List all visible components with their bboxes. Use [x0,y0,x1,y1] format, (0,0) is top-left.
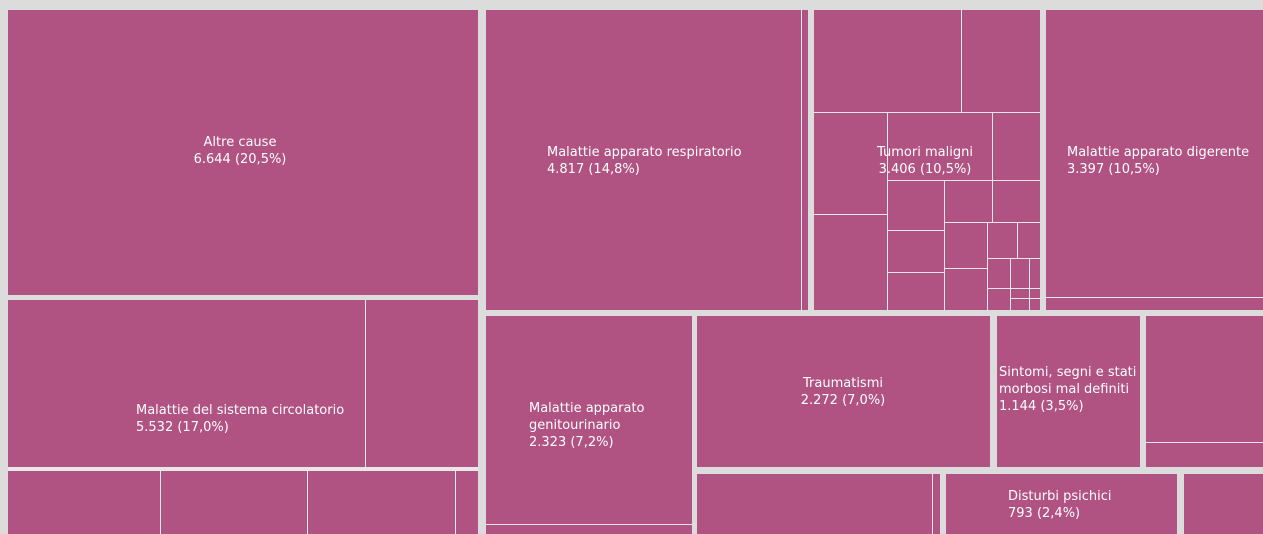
tile-divider [1017,222,1018,258]
tile-divider [814,214,887,215]
tile [1146,316,1263,467]
tile-divider [307,471,308,534]
tile-name: Malattie apparato respiratorio [547,145,742,160]
tile-divider [887,230,944,231]
tile-name: Malattie del sistema circolatorio [136,403,345,418]
tile-divider [944,180,945,310]
tile-divider [944,222,1040,223]
tile-divider [160,471,161,534]
tile-divider [887,112,888,310]
tile-value: 1.144 (3,5%) [999,399,1084,414]
tile [486,316,692,534]
tile [814,10,1040,310]
tile-value: 2.323 (7,2%) [529,435,614,450]
tile-label: Tumori maligni 3.406 (10,5%) [825,144,1025,178]
tile-divider [1010,258,1011,310]
tile-divider [944,268,987,269]
tile-name: Traumatismi [803,376,883,391]
tile-divider [8,467,478,471]
tile-name: Disturbi psichici [1008,489,1112,504]
tile-divider [961,10,962,112]
tile [697,316,990,467]
tile-label: Altre cause 6.644 (20,5%) [90,134,390,168]
tile-label: Malattie apparato genitourinario 2.323 (7… [529,400,669,451]
tile-value: 6.644 (20,5%) [193,152,287,167]
tile-label: Malattie apparato digerente 3.397 (10,5%) [1067,144,1263,178]
tile-name: Altre cause [203,135,277,150]
tile-divider [1046,297,1263,298]
tile-label: Traumatismi 2.272 (7,0%) [743,375,943,409]
tile-divider [455,471,456,534]
tile-value: 3.397 (10,5%) [1067,162,1160,177]
tile [697,474,940,534]
tile-name: Malattie apparato genitourinario [529,401,645,433]
tile-divider [486,524,692,525]
tile-label: Disturbi psichici 793 (2,4%) [1008,488,1168,522]
tile-divider [1010,298,1040,299]
tile [1184,474,1263,534]
tile-divider [801,10,802,310]
tile-divider [887,180,1040,181]
tile-divider [365,300,366,467]
tile-value: 5.532 (17,0%) [136,420,229,435]
tile-value: 4.817 (14,8%) [547,162,640,177]
tile-value: 3.406 (10,5%) [878,162,972,177]
tile-label: Sintomi, segni e stati morbosi mal defin… [999,364,1139,415]
tile-divider [932,474,933,534]
tile-divider [987,222,988,310]
tile [997,316,1140,467]
tile-name: Malattie apparato digerente [1067,145,1250,160]
tile [1046,10,1263,310]
tile-divider [992,112,993,222]
tile-value: 793 (2,4%) [1008,506,1081,521]
tile-divider [987,258,1040,259]
tile-divider [887,272,944,273]
tile [8,10,478,295]
tile [8,300,478,534]
tile-label: Malattie apparato respiratorio 4.817 (14,… [547,144,797,178]
tile-divider [1146,442,1263,443]
tile-name: Sintomi, segni e stati morbosi mal defin… [999,365,1137,397]
tile-divider [814,112,1040,113]
tile-divider [987,288,1040,289]
tile-label: Malattie del sistema circolatorio 5.532 (… [136,402,376,436]
tile-value: 2.272 (7,0%) [800,393,886,408]
tile-divider [1029,258,1030,310]
tile [486,10,808,310]
tile-name: Tumori maligni [877,145,973,160]
tile [946,474,1177,534]
